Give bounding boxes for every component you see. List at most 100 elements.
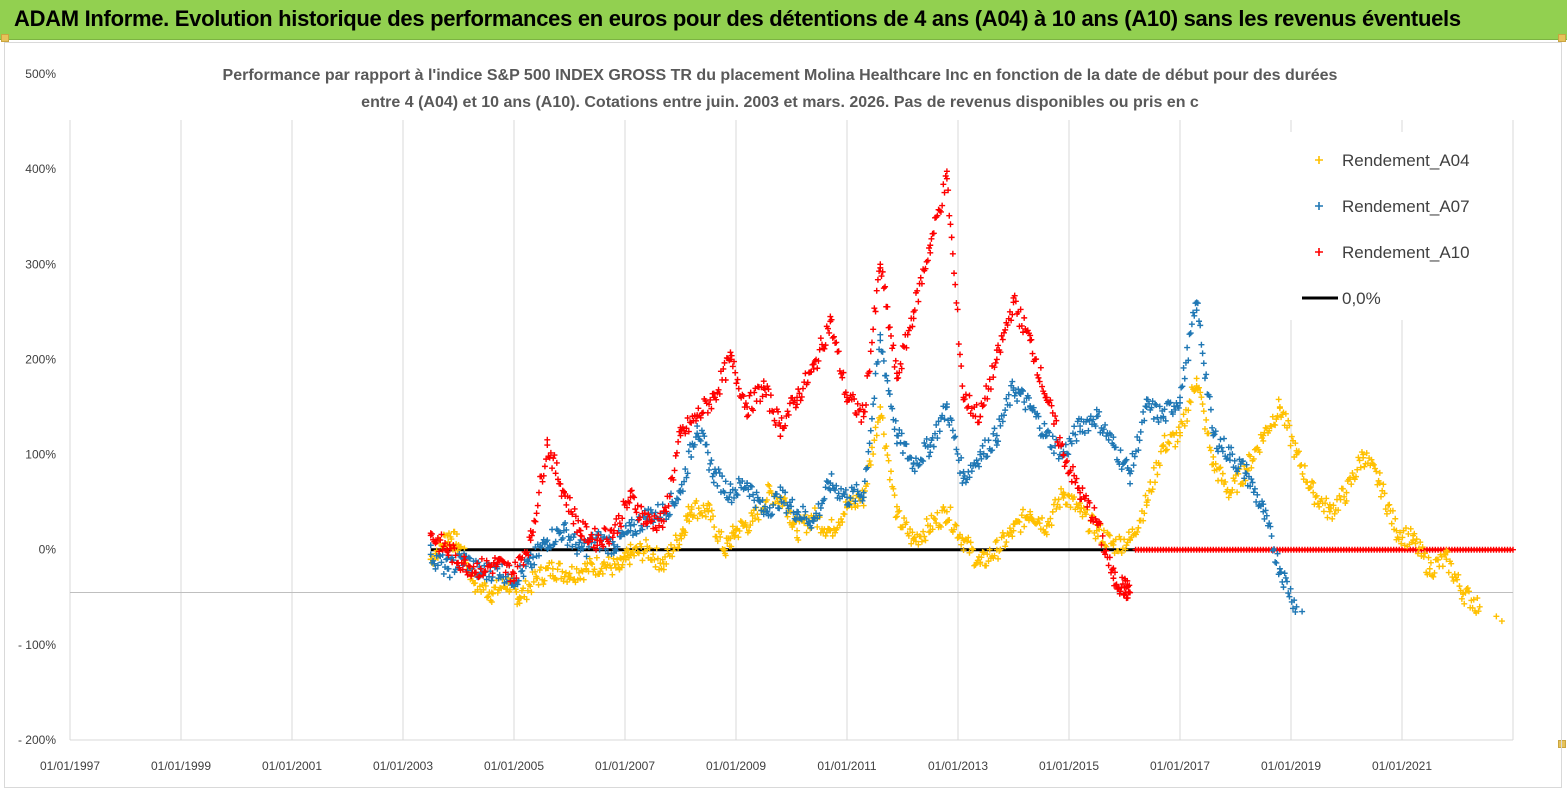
a07-point — [704, 449, 711, 456]
a04-point — [1341, 493, 1348, 500]
selection-handle-left[interactable] — [1, 34, 9, 42]
a04-point — [1393, 527, 1400, 534]
a07-point — [941, 416, 948, 423]
a10-point — [610, 527, 617, 534]
a04-point — [568, 563, 575, 570]
a07-point — [1150, 415, 1157, 422]
a07-point — [1141, 417, 1148, 424]
a10-point — [836, 367, 843, 374]
a04-point — [643, 536, 650, 543]
a07-point — [681, 478, 688, 485]
a07-point — [954, 450, 961, 457]
a07-point — [572, 541, 579, 548]
a04-point — [1121, 536, 1128, 543]
a04-point — [1115, 548, 1122, 555]
a04-point — [828, 516, 835, 523]
a07-point — [1034, 410, 1041, 417]
a07-point — [799, 503, 806, 510]
a04-point — [1430, 573, 1437, 580]
a04-point — [968, 545, 975, 552]
a07-point — [861, 478, 868, 485]
a04-point — [1036, 520, 1043, 527]
a10-point — [1020, 329, 1027, 336]
a07-point — [926, 453, 933, 460]
a04-point — [967, 539, 974, 546]
a04-point — [1123, 542, 1130, 549]
a04-point — [1053, 505, 1060, 512]
a10-point — [903, 344, 910, 351]
a04-point — [933, 520, 940, 527]
a10-point — [839, 374, 846, 381]
a04-point — [951, 526, 958, 533]
a07-point — [777, 494, 784, 501]
a04-point — [562, 569, 569, 576]
a07-point — [1186, 331, 1193, 338]
a04-point — [728, 543, 735, 550]
a04-point — [482, 582, 489, 589]
a04-point — [971, 562, 978, 569]
a07-point — [716, 469, 723, 476]
selection-handle-bottom-right[interactable] — [1558, 740, 1566, 748]
a04-point — [983, 562, 990, 569]
a07-point — [440, 570, 447, 577]
a10-point — [732, 369, 739, 376]
a10-point — [675, 438, 682, 445]
a10-point — [1121, 584, 1128, 591]
a10-point — [606, 540, 613, 547]
a10-point — [998, 332, 1005, 339]
a07-point — [577, 546, 584, 553]
a04-point — [735, 534, 742, 541]
legend-label: Rendement_A10 — [1342, 243, 1470, 262]
a04-point — [708, 507, 715, 514]
a10-point — [1072, 479, 1079, 486]
a10-point — [990, 374, 997, 381]
a04-point — [1206, 444, 1213, 451]
a10-point — [771, 417, 778, 424]
a10-point — [654, 515, 661, 522]
a10-point — [641, 510, 648, 517]
a10-point — [952, 281, 959, 288]
a07-point — [979, 442, 986, 449]
a07-point — [753, 489, 760, 496]
a04-point — [1105, 531, 1112, 538]
a10-point — [987, 386, 994, 393]
a04-point — [1431, 569, 1438, 576]
a07-point — [519, 567, 526, 574]
a07-point — [1221, 435, 1227, 442]
a04-point — [1310, 489, 1317, 496]
a10-point — [943, 168, 950, 175]
a04-point — [1226, 489, 1233, 496]
y-tick-label: 500% — [25, 67, 56, 81]
a10-point — [991, 364, 998, 371]
a10-point — [918, 280, 925, 287]
a07-point — [867, 427, 874, 434]
a07-point — [1064, 450, 1071, 457]
a07-point — [700, 430, 707, 437]
a04-point — [673, 537, 680, 544]
a04-point — [1386, 501, 1393, 508]
a10-point — [444, 546, 451, 553]
a04-point — [481, 580, 488, 587]
a10-point — [571, 505, 578, 512]
a04-point — [1174, 438, 1181, 445]
a10-point — [842, 389, 849, 396]
a07-point — [1122, 457, 1129, 464]
a10-point — [438, 531, 445, 538]
a04-point — [1326, 508, 1333, 515]
a10-point — [889, 345, 896, 352]
a04-point — [1389, 507, 1396, 514]
a04-point — [669, 553, 676, 560]
a07-point — [780, 499, 787, 506]
a07-point — [896, 426, 903, 433]
a04-point — [513, 589, 520, 596]
a04-point — [872, 424, 879, 431]
y-axis: 500% 400% 300% 200% 100% 0% - 100% - 200% — [18, 67, 56, 747]
a04-point — [1397, 529, 1404, 536]
a07-point — [846, 501, 853, 508]
a04-point — [632, 544, 639, 551]
x-tick-label: 01/01/2017 — [1150, 759, 1210, 773]
a04-point — [1320, 508, 1327, 515]
a07-point — [1273, 559, 1280, 566]
selection-handle-right[interactable] — [1558, 34, 1566, 42]
a10-point — [899, 342, 906, 349]
